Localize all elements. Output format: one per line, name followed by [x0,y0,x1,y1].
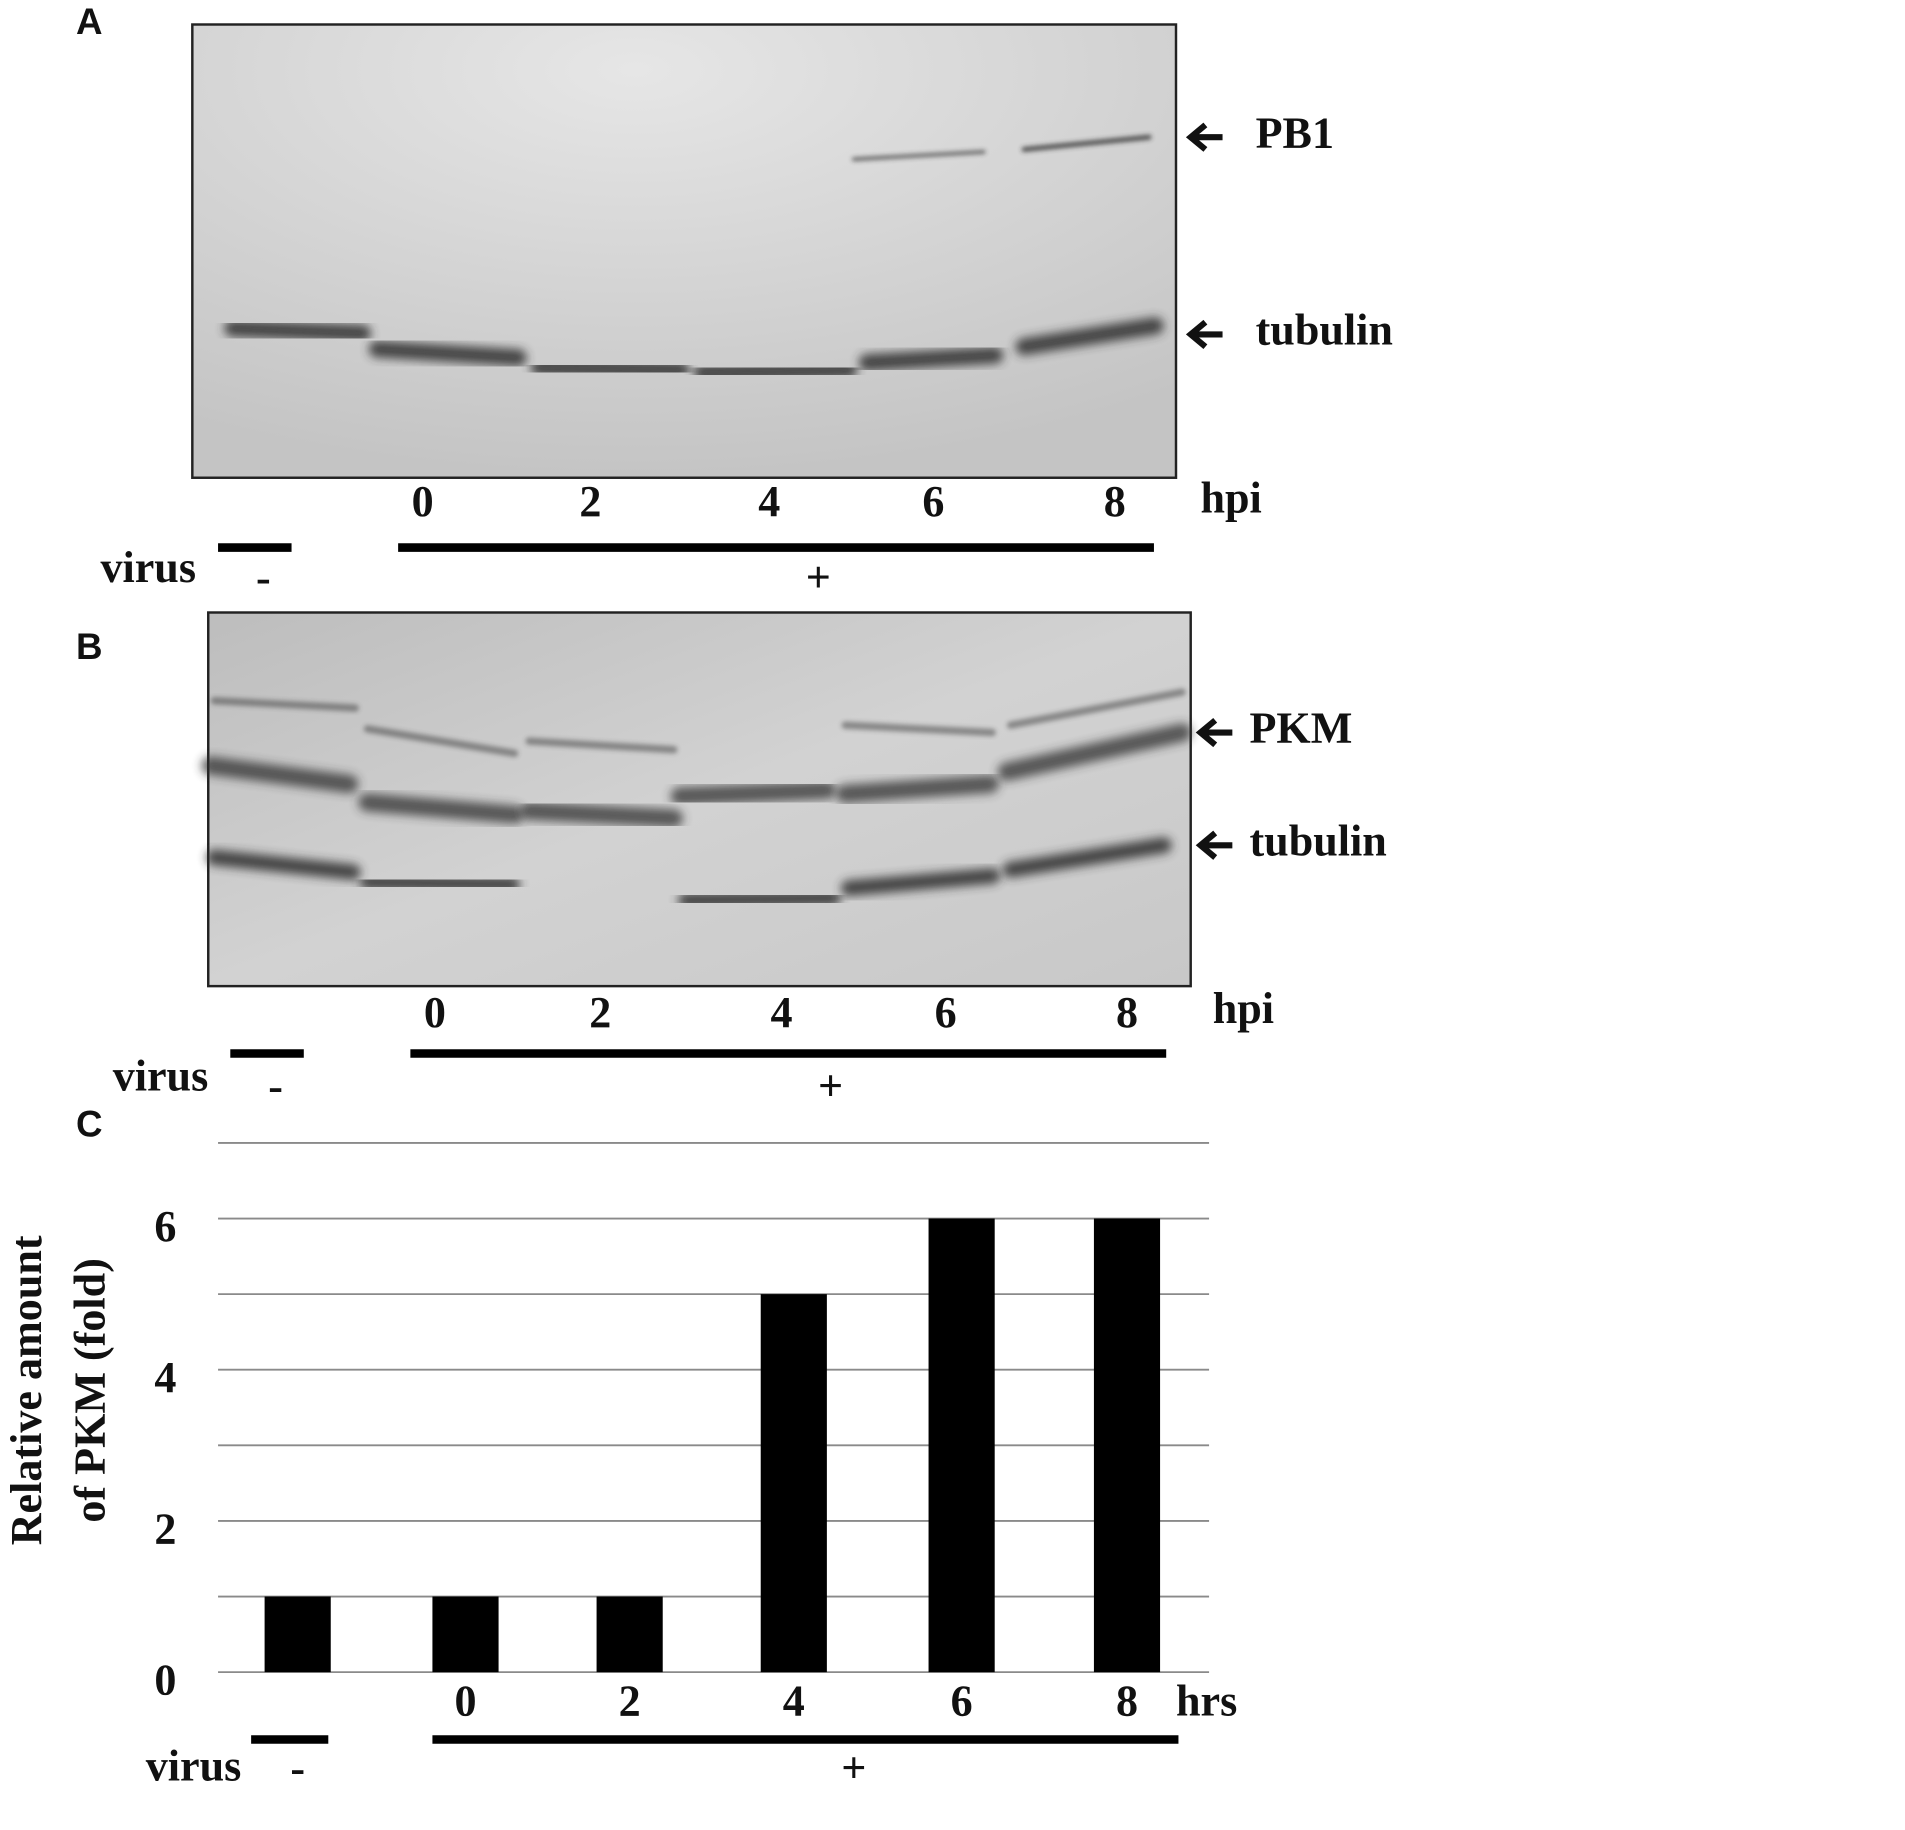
band-label: tubulin [1256,306,1393,355]
lane-label: 0 [412,477,434,526]
band [1006,688,1186,729]
virus-plus: + [818,1061,843,1110]
lane-label: 6 [935,988,957,1037]
virus-label: virus [113,1052,209,1101]
y-tick-label: 0 [154,1655,176,1704]
y-tick-label: 4 [154,1353,176,1402]
band [210,697,359,712]
band [997,723,1192,781]
lane-label: 8 [1116,988,1138,1037]
virus-minus: - [290,1744,305,1793]
y-axis-title-line: of PKM (fold) [65,1258,114,1522]
x-tick-label: 8 [1116,1676,1138,1725]
virus-label: virus [100,543,196,592]
x-tick-label: 4 [783,1676,805,1725]
lane-label: 8 [1104,477,1126,526]
lane-label: 6 [922,477,944,526]
lane-unit: hpi [1201,473,1262,522]
band [836,774,999,803]
band [1015,317,1164,356]
lane-label: 2 [579,477,601,526]
band [525,737,678,754]
x-tick-label: 6 [951,1676,973,1725]
band [368,340,527,367]
x-tick-label: 0 [454,1676,476,1725]
band [693,361,858,381]
band [1021,134,1152,152]
bar [1093,1218,1161,1673]
band [670,780,837,806]
lane-unit: hpi [1213,984,1274,1033]
lane-label: 4 [758,477,780,526]
virus-label: virus [146,1741,242,1790]
y-tick-label: 2 [154,1504,176,1553]
band [678,889,841,909]
bar [596,1596,663,1673]
lane-label: 4 [771,988,793,1037]
band [530,358,690,379]
bar [760,1294,827,1673]
virus-plus: + [806,553,831,602]
panel-letter: C [76,1104,103,1145]
lane-label: 2 [589,988,611,1037]
y-axis-title: Relative amount of PKM (fold) [2,1235,115,1545]
band [363,725,519,758]
bar [928,1218,995,1673]
virus-minus: - [256,553,271,602]
virus-plus: + [841,1744,866,1793]
arrow [1185,319,1223,350]
bar [264,1596,331,1673]
x-tick-label: 2 [619,1676,641,1725]
band [358,793,524,824]
panel-letter: A [76,1,103,42]
band [201,756,359,794]
band-label: PB1 [1256,108,1334,157]
band [851,150,986,162]
arrow [1195,830,1233,860]
band [359,874,521,893]
virus-minus: - [268,1061,283,1110]
band [840,867,1001,897]
bar [432,1596,499,1673]
band [858,346,1004,372]
band [224,319,372,342]
band [1002,837,1172,878]
arrow [1195,717,1233,748]
band [841,721,996,737]
panel-letter: B [76,626,103,667]
band [520,801,683,828]
arrow [1185,122,1223,152]
blot [191,23,1178,479]
band-label: tubulin [1250,816,1387,865]
band [206,849,361,881]
band-label: PKM [1250,704,1353,753]
x-unit: hrs [1176,1676,1237,1725]
y-axis-title-line: Relative amount [2,1235,51,1545]
lane-label: 0 [424,988,446,1037]
y-tick-label: 6 [154,1202,176,1251]
